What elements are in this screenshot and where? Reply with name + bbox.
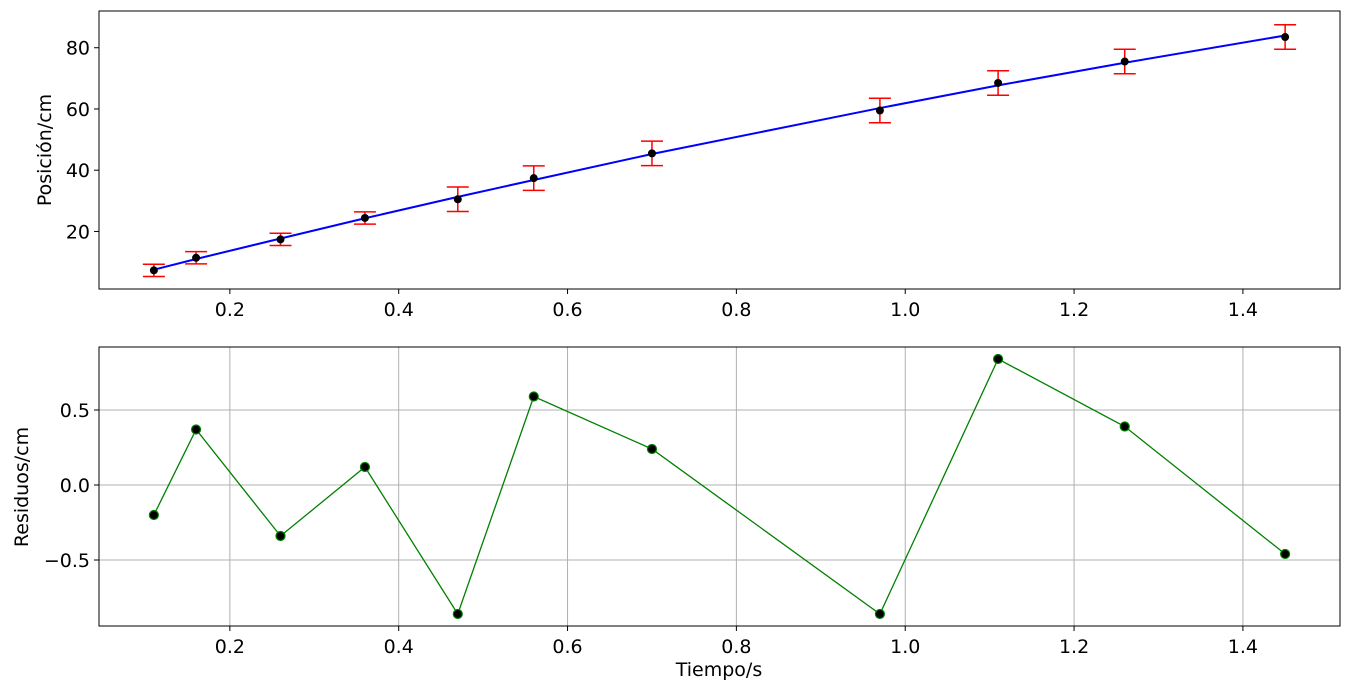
residuals-plot: 0.2 0.4 0.6 0.8 1.0 1.2 1.4 −0.5 0.0 0.5 Residuos… bbox=[11, 346, 1341, 681]
residual-point bbox=[359, 461, 371, 473]
residual-point bbox=[992, 353, 1004, 365]
data-point bbox=[453, 195, 462, 204]
x-tick-label: 0.4 bbox=[384, 299, 414, 321]
data-point bbox=[360, 213, 369, 222]
data-point bbox=[529, 174, 538, 183]
residual-line bbox=[153, 358, 1286, 616]
residual-point bbox=[646, 443, 658, 455]
x-tick-label: 0.2 bbox=[215, 636, 245, 658]
x-tick-label: 0.6 bbox=[552, 636, 582, 658]
residual-point bbox=[452, 608, 463, 620]
residual-point bbox=[528, 391, 539, 402]
x-tick-label: 1.0 bbox=[890, 299, 920, 321]
data-point bbox=[875, 106, 884, 115]
residual-point bbox=[874, 608, 886, 620]
data-point bbox=[647, 149, 656, 158]
x-tick-label: 0.4 bbox=[384, 636, 414, 658]
x-tick-label: 0.8 bbox=[721, 299, 751, 321]
y-axis-label: Posición/cm bbox=[34, 94, 56, 206]
y-tick-label: 0.5 bbox=[60, 400, 90, 422]
y-tick-label: 0.0 bbox=[60, 475, 90, 497]
x-tick-label: 1.4 bbox=[1228, 299, 1258, 321]
x-tick-label: 1.2 bbox=[1059, 299, 1089, 321]
data-point bbox=[276, 235, 285, 244]
residual-point bbox=[1280, 548, 1291, 560]
x-tick-label: 0.6 bbox=[552, 299, 582, 321]
data-point bbox=[149, 266, 158, 275]
residual-point bbox=[275, 530, 286, 542]
residual-point bbox=[190, 424, 202, 435]
position-plot: 0.2 0.4 0.6 0.8 1.0 1.2 1.4 20 40 60 80 Posición/c… bbox=[34, 10, 1341, 321]
data-point bbox=[192, 253, 201, 262]
data-point bbox=[994, 78, 1003, 87]
data-point bbox=[1281, 33, 1290, 42]
y-tick-label: −0.5 bbox=[44, 550, 90, 572]
x-tick-label: 0.2 bbox=[215, 299, 245, 321]
data-point bbox=[1120, 57, 1129, 66]
y-tick-label: 60 bbox=[66, 99, 90, 121]
x-tick-label: 1.0 bbox=[890, 636, 920, 658]
y-tick-label: 20 bbox=[66, 221, 90, 243]
y-tick-label: 80 bbox=[66, 38, 90, 60]
residual-point bbox=[1119, 421, 1130, 432]
x-tick-label: 1.4 bbox=[1228, 636, 1258, 658]
y-axis-label: Residuos/cm bbox=[11, 427, 33, 547]
x-tick-label: 0.8 bbox=[721, 636, 751, 658]
x-axis-label: Tiempo/s bbox=[675, 659, 762, 681]
fit-line bbox=[153, 34, 1286, 271]
y-tick-label: 40 bbox=[66, 160, 90, 182]
plot-frame bbox=[98, 10, 1341, 290]
residual-point bbox=[148, 509, 159, 521]
plot-frame bbox=[98, 346, 1341, 627]
x-tick-label: 1.2 bbox=[1059, 636, 1089, 658]
